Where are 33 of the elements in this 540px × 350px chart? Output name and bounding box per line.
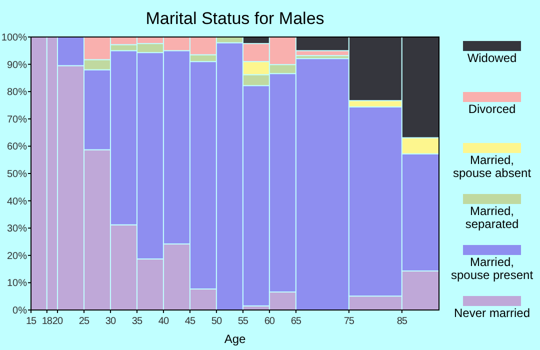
legend-label: Divorced	[468, 102, 516, 116]
x-tick-label: 55	[238, 316, 249, 327]
y-tick-label: 60%	[6, 142, 28, 153]
x-tick-label: 30	[105, 316, 116, 327]
y-tick-label: 80%	[6, 87, 28, 98]
y-tick-label: 40%	[6, 196, 28, 208]
legend-label: Married, spouse absent	[452, 153, 532, 180]
y-tick-label: 100%	[1, 32, 28, 44]
y-tick-label: 20%	[6, 250, 28, 262]
y-tick-label: 10%	[6, 278, 28, 290]
x-tick-label: 18	[42, 316, 53, 327]
y-tick-label: 90%	[6, 60, 28, 71]
x-tick-label: 60	[264, 316, 276, 327]
x-tick-label: 75	[344, 316, 355, 327]
legend-label: Never married	[454, 306, 530, 320]
x-tick-label: 15	[26, 316, 37, 327]
x-tick-label: 25	[78, 316, 90, 327]
series-label: Married, spouse present	[450, 255, 534, 282]
y-tick-label: 50%	[6, 169, 28, 180]
legend-label: Married, separated	[465, 204, 519, 231]
x-tick-label: 20	[52, 316, 64, 327]
legend-label: Widowed	[467, 51, 517, 65]
y-tick-label: 30%	[6, 224, 28, 235]
x-axis-title: Age	[224, 332, 246, 346]
x-tick-label: 85	[396, 316, 408, 327]
chart-title: Marital Status for Males	[146, 9, 324, 28]
x-tick-label: 50	[211, 316, 222, 327]
y-tick-label: 0%	[12, 306, 28, 316]
x-tick-label: 45	[184, 316, 196, 327]
x-tick-label: 65	[290, 316, 302, 327]
x-tick-label: 35	[132, 316, 143, 327]
y-tick-label: 70%	[6, 114, 28, 126]
x-tick-label: 40	[158, 316, 170, 327]
